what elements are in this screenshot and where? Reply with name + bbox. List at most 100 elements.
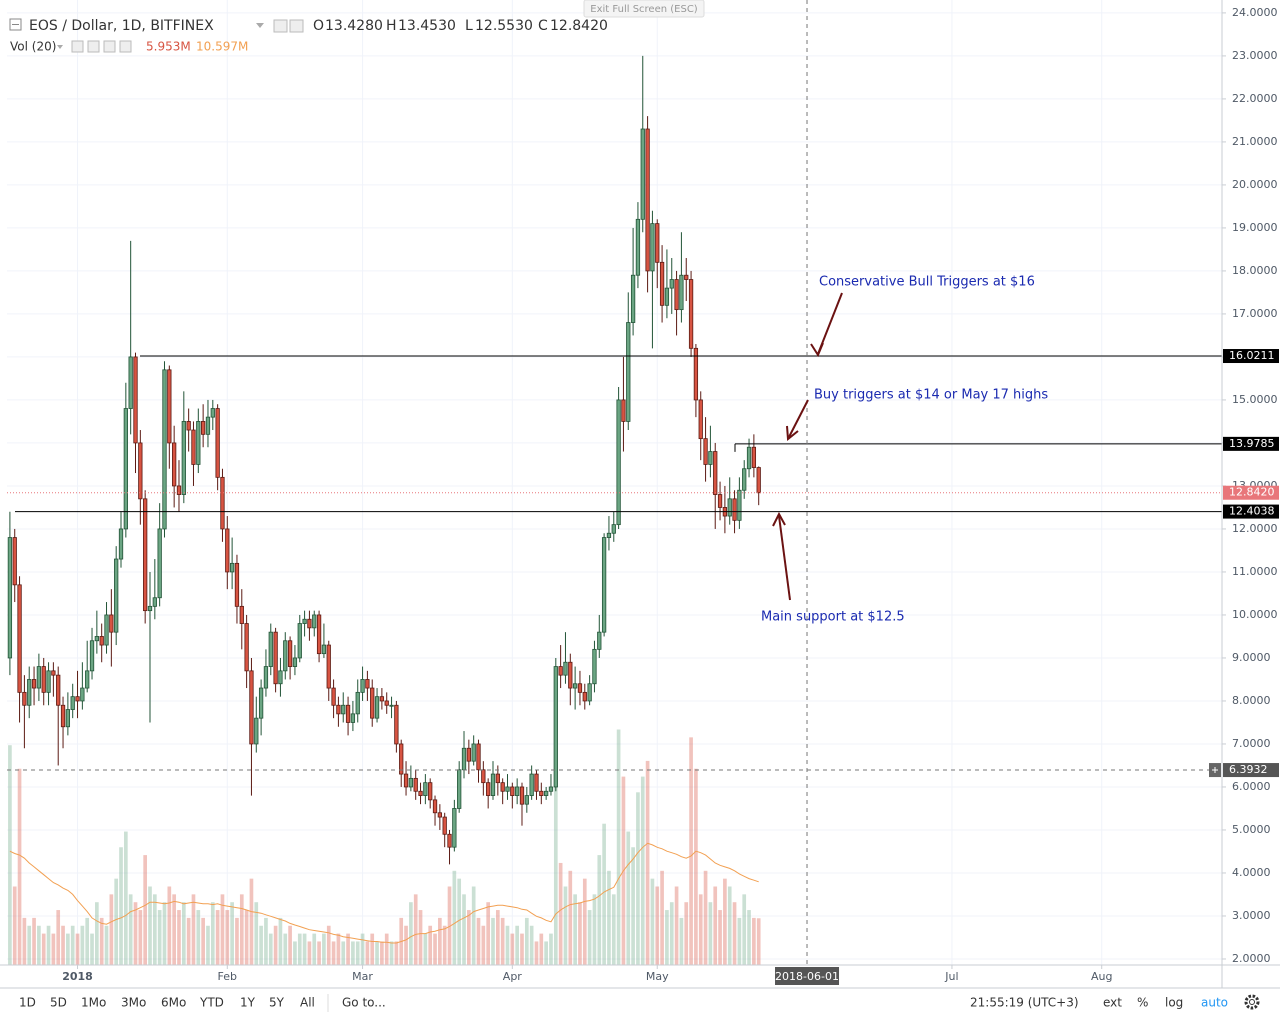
- candle-body: [225, 528, 230, 573]
- volume-bar: [133, 902, 138, 965]
- range-button[interactable]: All: [300, 996, 315, 1010]
- y-tick-label: 21.0000: [1232, 135, 1278, 148]
- scale-option[interactable]: log: [1165, 996, 1183, 1010]
- volume-bar: [186, 917, 191, 965]
- candle-body: [379, 696, 385, 702]
- volume-bar: [297, 933, 302, 965]
- y-tick-label: 22.0000: [1232, 92, 1278, 105]
- candle-body: [312, 614, 317, 629]
- volume-bar: [698, 894, 703, 965]
- level-badge: [1223, 349, 1279, 364]
- candle-body: [196, 421, 201, 465]
- candle-body: [123, 408, 128, 530]
- y-tick-label: 7.0000: [1232, 737, 1271, 750]
- candle-body: [490, 773, 496, 796]
- candle-body: [727, 498, 732, 517]
- clock: 21:55:19 (UTC+3): [970, 996, 1079, 1010]
- candle-body: [258, 687, 264, 719]
- volume-bar: [674, 886, 679, 965]
- y-tick-label: 18.0000: [1232, 264, 1278, 277]
- candle-body: [104, 614, 109, 646]
- scale-option[interactable]: auto: [1201, 996, 1228, 1010]
- range-button[interactable]: YTD: [199, 996, 224, 1010]
- candle-body: [742, 468, 747, 491]
- candle-body: [457, 769, 462, 809]
- volume-bar: [346, 933, 350, 965]
- icon[interactable]: [273, 19, 288, 33]
- candle-body: [365, 679, 370, 689]
- candle-body: [80, 687, 85, 702]
- range-button[interactable]: 1Mo: [81, 996, 106, 1010]
- settings-icon[interactable]: [1244, 994, 1260, 1010]
- candle-body: [191, 429, 196, 465]
- volume-bar: [631, 847, 635, 965]
- range-button[interactable]: 3Mo: [121, 996, 146, 1010]
- candle-body: [283, 640, 288, 672]
- icon[interactable]: [71, 40, 84, 53]
- dropdown[interactable]: [57, 45, 63, 49]
- volume-bar: [293, 941, 297, 965]
- candle-body: [703, 438, 708, 465]
- candle-body: [162, 369, 167, 530]
- volume-bar: [80, 925, 85, 965]
- candle-body: [534, 773, 539, 792]
- volume-bar: [655, 886, 660, 965]
- candle-body: [181, 421, 186, 495]
- y-tick-label: 4.0000: [1232, 866, 1271, 879]
- scale-option[interactable]: ext: [1103, 996, 1122, 1010]
- symbol-title[interactable]: EOS / Dollar, 1D, BITFINEX: [29, 18, 214, 34]
- volume-bar: [114, 878, 119, 965]
- volume-bar: [46, 925, 51, 965]
- volume-bar: [41, 933, 46, 965]
- range-button[interactable]: 1D: [19, 996, 36, 1010]
- candle-body: [601, 537, 607, 633]
- ohlc-value: 12.5530: [475, 18, 533, 34]
- candle-body: [176, 485, 182, 495]
- icon[interactable]: [289, 19, 304, 33]
- range-button[interactable]: 5Y: [269, 996, 285, 1010]
- candle-body: [568, 661, 573, 689]
- icon[interactable]: [119, 40, 132, 53]
- candle-body: [751, 446, 757, 468]
- candle-body: [302, 618, 307, 624]
- candle-body: [186, 421, 191, 431]
- range-button[interactable]: 6Mo: [161, 996, 186, 1010]
- axes: 2.0000 3.0000 4.0000 5.0000 6.0000 7.0000 8.00…: [62, 6, 1279, 985]
- exit-fullscreen[interactable]: [583, 0, 705, 18]
- volume-bar: [500, 917, 505, 965]
- collapse-icon[interactable]: [9, 18, 22, 31]
- goto-button[interactable]: Go to...: [342, 996, 386, 1010]
- ohlc-value: 13.4530: [398, 18, 456, 34]
- candle-body: [645, 128, 650, 272]
- exit-fullscreen-text[interactable]: Exit Full Screen (ESC): [590, 4, 698, 15]
- candle-body: [360, 679, 365, 693]
- volume-bar: [486, 902, 491, 965]
- volume-bar: [375, 941, 379, 965]
- candle-body: [278, 670, 283, 685]
- candle-body: [172, 442, 177, 487]
- candle-body: [713, 451, 718, 495]
- candle-body: [486, 782, 491, 796]
- range-button[interactable]: 5D: [50, 996, 67, 1010]
- volume-bar: [119, 847, 123, 965]
- scale-option[interactable]: %: [1137, 996, 1148, 1010]
- y-tick-label: 9.0000: [1232, 651, 1271, 664]
- level-label: 13.9785: [1229, 437, 1275, 450]
- volume-bar: [645, 760, 650, 965]
- candle-body: [244, 623, 249, 672]
- volume-bar: [143, 855, 148, 965]
- icon[interactable]: [87, 40, 100, 53]
- candle-body: [205, 416, 211, 435]
- volume-bar: [727, 886, 732, 965]
- volume-bar: [8, 745, 12, 965]
- candle-body: [307, 618, 312, 629]
- volume-bar: [283, 933, 288, 965]
- ohlc-value: 12.8420: [550, 18, 608, 34]
- candle-body: [423, 782, 428, 796]
- volume-bar: [191, 894, 196, 965]
- dropdown[interactable]: [256, 23, 264, 28]
- volume-bar: [491, 917, 495, 965]
- range-button[interactable]: 1Y: [240, 996, 256, 1010]
- icon[interactable]: [103, 40, 116, 53]
- settings-icon[interactable]: [1249, 999, 1255, 1005]
